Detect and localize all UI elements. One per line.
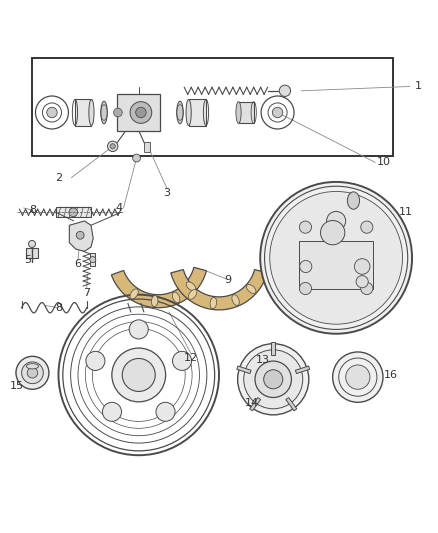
Text: 14: 14: [244, 398, 258, 408]
Circle shape: [264, 370, 283, 389]
Circle shape: [113, 108, 122, 117]
Circle shape: [86, 351, 105, 370]
Text: 16: 16: [383, 370, 397, 380]
Ellipse shape: [347, 192, 360, 209]
Circle shape: [265, 186, 408, 329]
Circle shape: [300, 261, 312, 272]
Circle shape: [361, 221, 373, 233]
Polygon shape: [295, 366, 310, 374]
Text: 2: 2: [55, 173, 62, 183]
Text: 10: 10: [377, 157, 391, 167]
Circle shape: [69, 208, 78, 216]
Ellipse shape: [236, 102, 241, 123]
Bar: [90, 254, 95, 265]
Circle shape: [244, 350, 303, 409]
Circle shape: [107, 141, 118, 151]
Circle shape: [333, 352, 383, 402]
Ellipse shape: [186, 100, 191, 125]
Text: 13: 13: [255, 355, 269, 365]
Polygon shape: [111, 268, 206, 308]
Text: 7: 7: [83, 287, 90, 297]
Text: 8: 8: [29, 205, 36, 215]
Text: 6: 6: [74, 260, 81, 269]
Ellipse shape: [210, 297, 217, 309]
Circle shape: [238, 344, 309, 415]
Circle shape: [47, 107, 57, 118]
Ellipse shape: [152, 295, 158, 306]
Bar: [117, 94, 160, 131]
Circle shape: [129, 320, 148, 339]
Bar: [299, 241, 373, 289]
Circle shape: [90, 256, 96, 263]
Circle shape: [112, 348, 166, 402]
Polygon shape: [286, 398, 297, 411]
Circle shape: [346, 365, 370, 389]
Circle shape: [279, 85, 290, 96]
Text: 8: 8: [55, 303, 62, 313]
Ellipse shape: [186, 282, 196, 291]
Circle shape: [356, 276, 368, 288]
Circle shape: [122, 359, 155, 391]
Text: 11: 11: [399, 207, 413, 217]
Circle shape: [76, 231, 84, 239]
Text: 3: 3: [163, 188, 170, 198]
Ellipse shape: [26, 364, 39, 369]
Text: 1: 1: [415, 82, 422, 92]
Text: 4: 4: [116, 203, 123, 213]
Bar: [239, 102, 254, 123]
Ellipse shape: [232, 295, 239, 305]
Bar: [26, 248, 38, 258]
Circle shape: [16, 356, 49, 389]
Bar: [145, 142, 151, 151]
Ellipse shape: [188, 289, 197, 300]
Circle shape: [21, 362, 43, 384]
Circle shape: [156, 402, 175, 422]
Circle shape: [130, 102, 152, 123]
Circle shape: [173, 351, 191, 370]
Polygon shape: [171, 270, 267, 310]
Circle shape: [361, 282, 373, 295]
Circle shape: [272, 107, 283, 118]
Ellipse shape: [247, 285, 256, 294]
Circle shape: [319, 240, 353, 275]
Text: 15: 15: [10, 381, 24, 391]
Ellipse shape: [177, 101, 183, 124]
Circle shape: [270, 191, 403, 324]
Circle shape: [300, 282, 311, 295]
Polygon shape: [237, 366, 251, 374]
Circle shape: [260, 182, 412, 334]
Polygon shape: [250, 398, 261, 411]
Ellipse shape: [130, 289, 138, 299]
Circle shape: [327, 212, 346, 230]
Circle shape: [110, 144, 115, 149]
Bar: [189, 100, 206, 125]
Circle shape: [325, 247, 347, 269]
Circle shape: [133, 154, 141, 162]
Bar: [32, 58, 392, 156]
Polygon shape: [69, 221, 93, 252]
Circle shape: [27, 368, 38, 378]
Circle shape: [321, 221, 345, 245]
Circle shape: [28, 240, 35, 247]
Circle shape: [300, 221, 311, 233]
Polygon shape: [272, 342, 275, 356]
Text: 9: 9: [224, 274, 231, 285]
Circle shape: [102, 402, 121, 422]
Text: 5: 5: [25, 255, 32, 265]
Ellipse shape: [172, 292, 180, 303]
Circle shape: [255, 361, 291, 398]
Bar: [56, 207, 91, 217]
Ellipse shape: [89, 100, 94, 125]
Circle shape: [354, 259, 370, 274]
Bar: [75, 100, 92, 125]
Text: 12: 12: [184, 353, 198, 362]
Ellipse shape: [101, 101, 107, 124]
Circle shape: [136, 107, 146, 118]
